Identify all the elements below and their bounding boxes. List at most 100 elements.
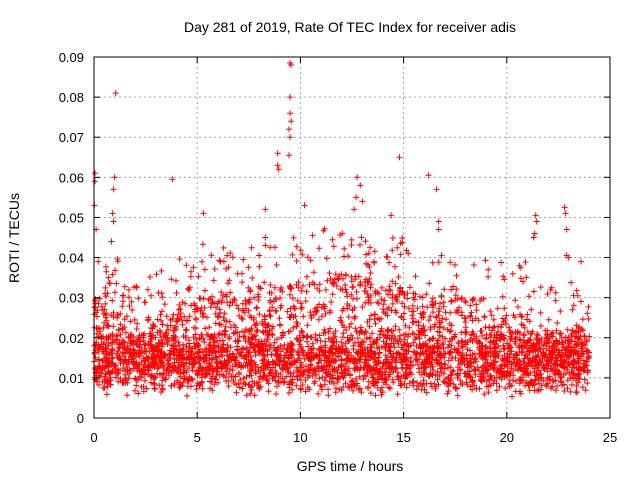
data-point — [277, 342, 284, 349]
data-point — [536, 339, 543, 346]
data-point — [369, 374, 376, 381]
data-point — [421, 359, 428, 366]
data-point — [114, 256, 121, 262]
data-point — [392, 366, 399, 373]
x-tick-label: 20 — [500, 430, 514, 445]
data-point — [186, 344, 193, 351]
data-point — [318, 347, 325, 354]
data-point — [543, 365, 549, 371]
data-point — [125, 286, 132, 293]
data-point — [421, 326, 428, 333]
data-point — [269, 323, 276, 330]
chart-title: Day 281 of 2019, Rate Of TEC Index for r… — [184, 19, 516, 35]
data-point — [229, 367, 236, 374]
data-point — [581, 332, 588, 339]
data-point — [237, 376, 244, 383]
data-point — [409, 378, 416, 385]
data-point — [496, 348, 503, 355]
data-point — [224, 357, 231, 364]
data-point — [202, 287, 208, 294]
data-point — [429, 259, 436, 266]
data-point — [527, 379, 534, 385]
data-point — [480, 376, 487, 382]
data-point — [303, 363, 309, 370]
data-point — [557, 330, 564, 337]
data-point — [332, 271, 339, 278]
data-point — [292, 313, 299, 320]
data-point — [384, 254, 391, 260]
data-point — [438, 252, 445, 259]
data-point — [557, 353, 564, 360]
data-point — [498, 331, 505, 338]
data-point — [393, 350, 400, 357]
data-point — [383, 365, 390, 372]
data-point — [138, 332, 145, 339]
data-point — [212, 310, 219, 317]
data-point — [402, 347, 409, 354]
data-point — [242, 337, 249, 344]
data-point — [386, 259, 393, 266]
data-point — [339, 370, 346, 377]
data-point — [491, 377, 498, 384]
data-point — [417, 351, 423, 358]
data-point — [543, 383, 550, 390]
data-point — [354, 295, 360, 302]
data-point — [545, 339, 552, 346]
data-point — [233, 302, 240, 309]
data-point — [239, 385, 246, 392]
data-point — [338, 271, 345, 278]
data-point — [223, 368, 230, 375]
data-point — [97, 328, 103, 335]
data-point — [192, 331, 199, 338]
data-point — [120, 298, 127, 305]
data-point — [354, 335, 361, 342]
data-point — [302, 377, 309, 383]
data-point — [378, 344, 385, 351]
data-point — [578, 258, 585, 265]
data-point — [120, 358, 127, 365]
data-point — [241, 333, 248, 340]
data-point — [119, 325, 126, 332]
data-point — [100, 324, 107, 331]
data-point — [495, 353, 502, 359]
data-point — [575, 350, 582, 357]
data-point — [251, 294, 257, 301]
data-point — [195, 354, 202, 360]
data-point — [367, 292, 374, 299]
data-point — [455, 372, 462, 379]
data-point — [227, 289, 234, 296]
data-point — [507, 336, 514, 343]
data-point — [506, 324, 512, 331]
data-point — [317, 337, 324, 344]
data-point — [531, 230, 538, 237]
data-point — [215, 331, 222, 338]
data-point — [252, 322, 259, 329]
data-point — [154, 329, 161, 336]
data-point — [530, 288, 537, 295]
data-point — [522, 369, 529, 376]
data-point — [482, 366, 489, 373]
data-point — [500, 273, 507, 280]
data-point — [477, 297, 484, 304]
data-point — [208, 300, 215, 307]
data-point — [492, 340, 499, 347]
data-point — [287, 134, 294, 141]
data-point — [125, 294, 132, 301]
data-point — [411, 349, 418, 356]
data-point — [195, 273, 202, 280]
data-point — [260, 347, 267, 354]
data-point — [428, 299, 435, 305]
data-point — [443, 316, 450, 323]
data-point — [147, 379, 154, 386]
data-point — [537, 309, 544, 316]
data-point — [218, 289, 225, 296]
data-point — [223, 346, 230, 353]
data-point — [343, 358, 350, 364]
data-point — [288, 345, 295, 352]
data-point — [101, 350, 107, 357]
data-point — [365, 279, 372, 286]
data-point — [221, 327, 228, 334]
data-point — [327, 275, 334, 282]
data-point — [107, 374, 113, 381]
data-point — [525, 372, 532, 379]
